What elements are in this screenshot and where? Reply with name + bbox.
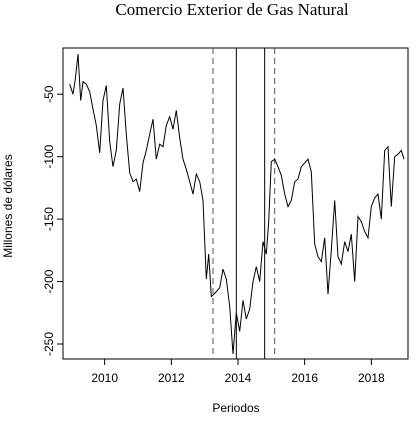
chart-title: Comercio Exterior de Gas Natural [115, 0, 348, 19]
x-tick-label: 2014 [225, 371, 252, 385]
x-tick-label: 2012 [158, 371, 185, 385]
x-tick-label: 2018 [358, 371, 385, 385]
y-axis: -50 -100 -150 -200 -250 [42, 85, 63, 356]
y-axis-label: Millones de dólares [1, 154, 15, 257]
y-tick-label: -50 [42, 85, 56, 103]
series-line [69, 54, 405, 355]
x-tick-label: 2016 [291, 371, 318, 385]
x-axis-label: Periodos [212, 401, 259, 415]
x-axis: 2010 2012 2014 2016 2018 [91, 359, 385, 385]
y-tick-label: -100 [42, 144, 56, 168]
y-tick-label: -200 [42, 269, 56, 293]
y-tick-label: -150 [42, 207, 56, 231]
x-tick-label: 2010 [91, 371, 118, 385]
y-tick-label: -250 [42, 332, 56, 356]
plot-frame [62, 47, 409, 360]
reference-lines [212, 48, 276, 359]
